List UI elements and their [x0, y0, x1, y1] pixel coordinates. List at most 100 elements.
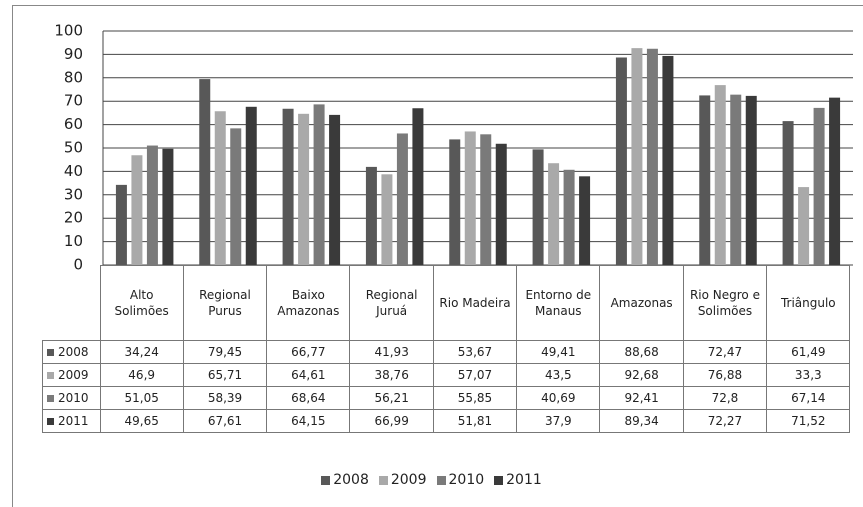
bar	[396, 133, 408, 265]
y-tick-label: 20	[64, 209, 83, 227]
table-value: 49,41	[516, 340, 601, 364]
category-label: Baixo Amazonas	[266, 265, 351, 341]
bar	[631, 48, 643, 265]
row-header: 2011	[42, 409, 101, 433]
table-row: 2008 34,24 79,45 66,77 41,93 53,67 49,41 88,68 7…	[42, 340, 851, 364]
bar	[282, 108, 294, 265]
row-swatch	[47, 372, 54, 379]
table-row: 2009 46,9 65,71 64,61 38,76 57,07 43,5 92,68 76,…	[42, 363, 851, 387]
bar	[745, 95, 757, 265]
table-value: 41,93	[349, 340, 434, 364]
legend-label: 2011	[506, 472, 542, 488]
table-value: 38,76	[349, 363, 434, 387]
y-tick-label: 90	[64, 45, 83, 63]
legend-label: 2008	[333, 472, 369, 488]
table-value: 89,34	[599, 409, 684, 433]
table-value: 58,39	[182, 386, 268, 410]
bar	[449, 139, 461, 265]
table-value: 46,9	[99, 363, 184, 387]
category-label: Regional Purus	[182, 265, 268, 341]
table-value: 65,71	[182, 363, 268, 387]
row-swatch	[47, 395, 54, 402]
table-value: 68,64	[266, 386, 351, 410]
row-label: 2008	[58, 345, 89, 359]
table-value: 71,52	[766, 409, 851, 433]
category-label: Regional Juruá	[349, 265, 434, 341]
table-row: 2011 49,65 67,61 64,15 66,99 51,81 37,9 89,34 72…	[42, 409, 851, 433]
table-value: 88,68	[599, 340, 684, 364]
category-label: Triângulo	[766, 265, 851, 341]
y-tick-label: 70	[64, 92, 83, 110]
bar	[699, 95, 711, 265]
y-tick-label: 30	[64, 185, 83, 203]
bar	[230, 128, 242, 265]
bar	[464, 131, 476, 265]
bar	[480, 134, 492, 265]
chart-frame	[12, 5, 863, 507]
table-value: 33,3	[766, 363, 851, 387]
table-value: 72,47	[682, 340, 768, 364]
row-header: 2010	[42, 386, 101, 410]
bar	[245, 106, 257, 265]
legend-label: 2010	[448, 472, 485, 488]
bar	[798, 187, 810, 265]
bar	[131, 155, 143, 265]
legend-item: 2010	[436, 472, 485, 488]
row-swatch	[47, 418, 54, 425]
bar	[329, 114, 341, 265]
table-value: 61,49	[766, 340, 851, 364]
row-label: 2011	[58, 414, 89, 428]
bar	[730, 94, 742, 265]
table-row: 2010 51,05 58,39 68,64 56,21 55,85 40,69 92,41 7…	[42, 386, 851, 410]
table-value: 40,69	[516, 386, 601, 410]
bar	[829, 97, 841, 265]
table-value: 66,77	[266, 340, 351, 364]
table-value: 34,24	[99, 340, 184, 364]
y-tick-label: 60	[64, 115, 83, 133]
legend-swatch	[494, 475, 504, 485]
table-value: 51,05	[99, 386, 184, 410]
bar	[548, 163, 560, 265]
table-value: 51,81	[432, 409, 518, 433]
row-swatch	[47, 349, 54, 356]
table-value: 64,15	[266, 409, 351, 433]
bar	[563, 169, 575, 265]
table-value: 92,68	[599, 363, 684, 387]
bar	[115, 184, 127, 265]
legend-swatch	[378, 475, 388, 485]
legend-item: 2011	[494, 472, 542, 488]
table-value: 55,85	[432, 386, 518, 410]
table-value: 92,41	[599, 386, 684, 410]
bar	[662, 55, 674, 266]
row-header: 2009	[42, 363, 101, 387]
bar	[146, 145, 158, 265]
bar	[381, 174, 393, 265]
table-value: 53,67	[432, 340, 518, 364]
y-tick-label: 50	[64, 139, 83, 157]
category-label: Rio Madeira	[432, 265, 518, 341]
bar	[532, 149, 544, 265]
bar	[412, 108, 424, 265]
table-value: 57,07	[432, 363, 518, 387]
data-table: Alto Solimões Regional Purus Baixo Amazona…	[42, 265, 851, 433]
table-value: 64,61	[266, 363, 351, 387]
row-label: 2010	[58, 391, 89, 405]
legend-label: 2009	[390, 472, 427, 488]
legend-swatch	[321, 475, 331, 485]
bar	[813, 107, 825, 266]
bar	[162, 148, 174, 265]
table-corner	[43, 266, 101, 341]
bar	[495, 143, 507, 265]
table-value: 56,21	[349, 386, 434, 410]
legend: 2008 2009 2010 2011	[0, 472, 863, 488]
y-tick-label: 40	[64, 162, 83, 180]
row-header: 2008	[42, 340, 101, 364]
category-label: Amazonas	[599, 265, 684, 341]
table-value: 72,8	[682, 386, 768, 410]
bar	[615, 57, 627, 265]
table-value: 76,88	[682, 363, 768, 387]
category-label: Entorno de Manaus	[516, 265, 601, 341]
y-tick-label: 10	[64, 232, 83, 250]
